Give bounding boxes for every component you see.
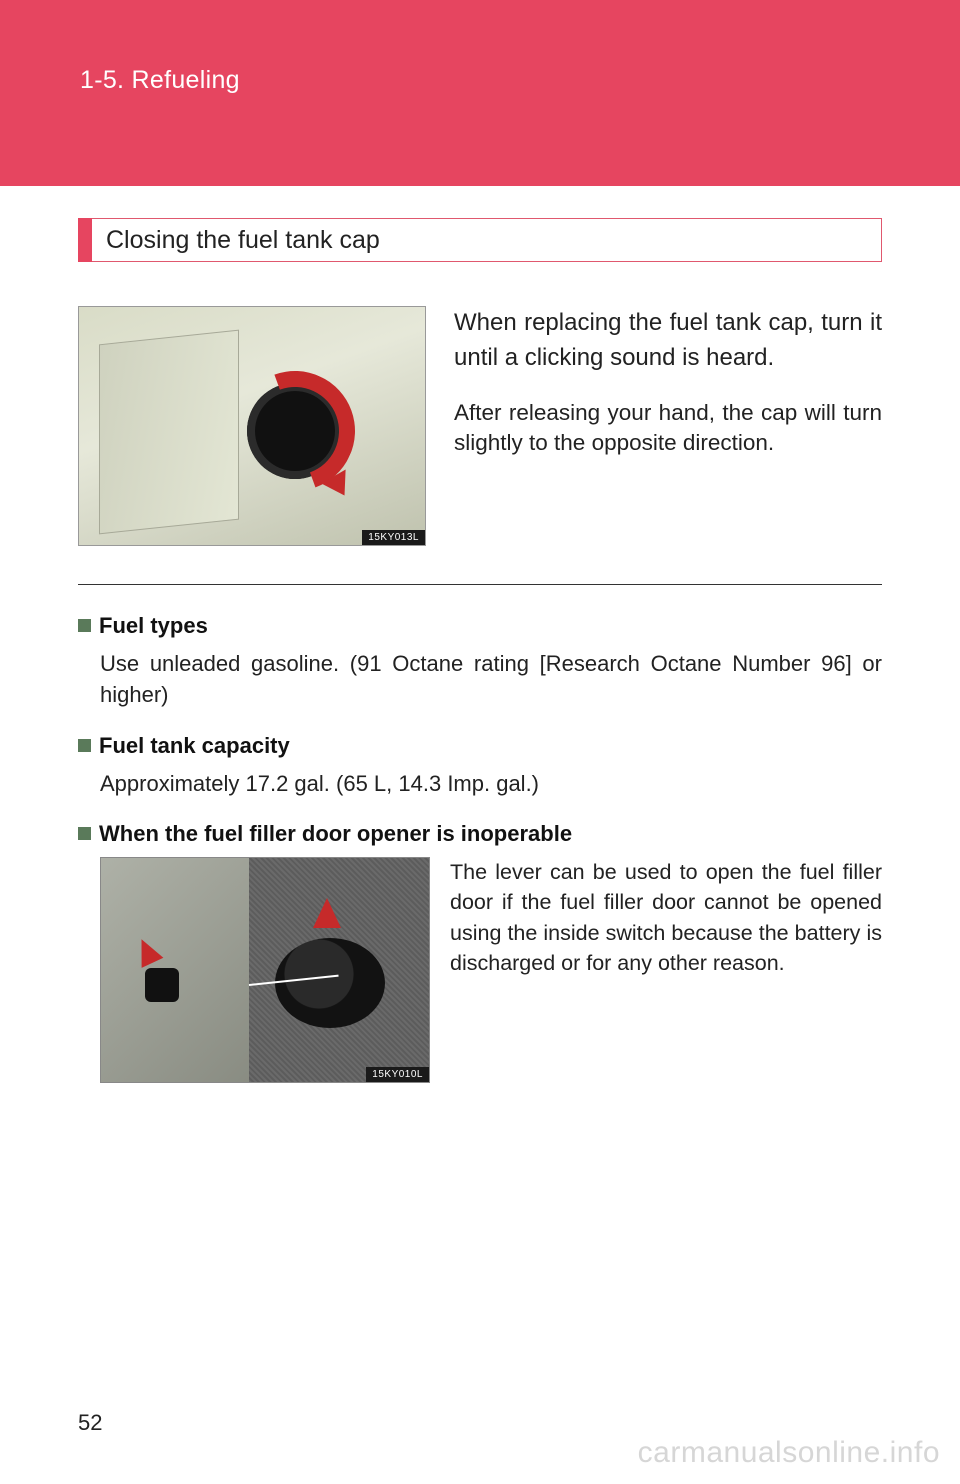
- lever-photo: 15KY010L: [100, 857, 430, 1083]
- trunk-lever-icon: [145, 968, 179, 1002]
- photo-ref-tag: 15KY013L: [362, 530, 425, 545]
- instruction-block-2: 15KY010L The lever can be used to open t…: [100, 857, 882, 1083]
- up-arrow-icon: [131, 935, 164, 969]
- instruction-text-col: When replacing the fuel tank cap, turn i…: [454, 306, 882, 546]
- bullet-title: When the fuel filler door opener is inop…: [99, 821, 572, 847]
- release-mechanism-icon: [275, 938, 385, 1028]
- instruction-sub-text: After releasing your hand, the cap will …: [454, 398, 882, 459]
- content-area: Closing the fuel tank cap 15KY013L When …: [0, 186, 960, 1484]
- section-title: Closing the fuel tank cap: [106, 226, 380, 255]
- bullet-body: Use unleaded gasoline. (91 Octane rating…: [100, 649, 882, 711]
- chapter-label: 1-5. Refueling: [80, 66, 240, 95]
- section-heading: Closing the fuel tank cap: [78, 218, 882, 262]
- bullet-item: Fuel types: [78, 613, 882, 639]
- header-band: 1-5. Refueling: [0, 0, 960, 186]
- divider-rule: [78, 584, 882, 585]
- instruction-block-1: 15KY013L When replacing the fuel tank ca…: [78, 306, 882, 546]
- lever-photo-right-panel: [249, 858, 429, 1082]
- bullet-title: Fuel types: [99, 613, 208, 639]
- bullet-square-icon: [78, 619, 91, 632]
- bullet-square-icon: [78, 827, 91, 840]
- photo-ref-tag: 15KY010L: [366, 1067, 429, 1082]
- fuel-cap-photo: 15KY013L: [78, 306, 426, 546]
- lever-instruction-text: The lever can be used to open the fuel f…: [450, 857, 882, 1083]
- up-arrow-icon: [313, 898, 341, 928]
- manual-page: 1-5. Refueling Closing the fuel tank cap…: [0, 0, 960, 1484]
- fuel-door-flap: [99, 330, 239, 535]
- lever-photo-left-panel: [101, 858, 249, 1082]
- section-accent-bar: [78, 218, 92, 262]
- bullet-title: Fuel tank capacity: [99, 733, 290, 759]
- bullet-body: Approximately 17.2 gal. (65 L, 14.3 Imp.…: [100, 769, 882, 800]
- instruction-main-text: When replacing the fuel tank cap, turn i…: [454, 306, 882, 376]
- bullet-list: Fuel types Use unleaded gasoline. (91 Oc…: [78, 613, 882, 1083]
- bullet-item: When the fuel filler door opener is inop…: [78, 821, 882, 847]
- page-number: 52: [78, 1410, 102, 1436]
- bullet-square-icon: [78, 739, 91, 752]
- watermark-text: carmanualsonline.info: [638, 1436, 940, 1470]
- bullet-item: Fuel tank capacity: [78, 733, 882, 759]
